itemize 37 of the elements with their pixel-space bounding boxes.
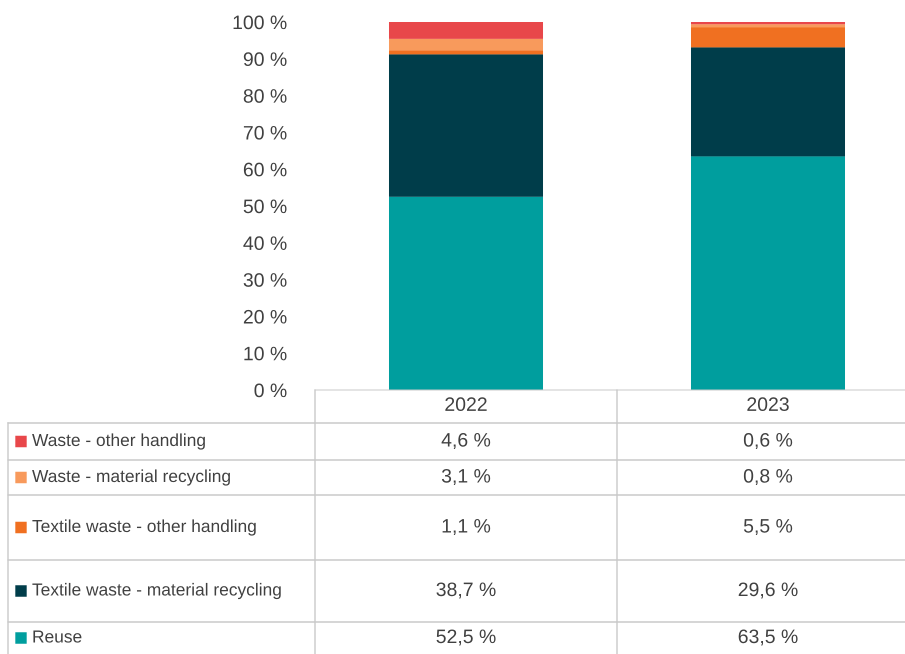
bar [690, 47, 846, 156]
data-label: 1,1 % [442, 519, 490, 536]
data-label: 4,6 % [442, 432, 490, 450]
legend-label: Textile waste - other handling [32, 519, 256, 536]
legend-label: Waste - other handling [32, 433, 205, 450]
y-tick-label: 70 % [244, 126, 287, 140]
y-tick-label: 100 % [234, 15, 287, 30]
legend-label: Waste - material recycling [32, 469, 230, 486]
data-label: 5,5 % [744, 519, 792, 536]
bar [388, 38, 544, 50]
y-tick-label: 40 % [243, 236, 287, 250]
data-label: 3,1 % [442, 468, 490, 486]
bar [388, 54, 544, 197]
bar [690, 27, 846, 48]
legend-label: Textile waste - material recycling [32, 582, 281, 600]
data-label: 52,5 % [436, 629, 496, 646]
y-tick-label: 0 % [254, 383, 287, 398]
y-tick-label: 80 % [244, 89, 287, 103]
bar [388, 196, 544, 390]
x-tick-label: 2023 [747, 397, 789, 412]
bar [388, 22, 544, 39]
y-tick-label: 60 % [244, 162, 287, 176]
y-tick-label: 10 % [244, 346, 287, 360]
data-label: 0,8 % [744, 468, 792, 486]
bar [388, 50, 544, 54]
legend-label: Reuse [33, 630, 82, 643]
data-label: 0,6 % [744, 432, 792, 450]
x-tick-label: 2022 [445, 397, 487, 412]
bar [690, 24, 846, 28]
data-label: 29,6 % [738, 582, 798, 599]
y-tick-label: 50 % [244, 199, 287, 214]
y-tick-label: 20 % [244, 310, 287, 324]
data-label: 38,7 % [436, 582, 496, 599]
y-tick-label: 90 % [244, 52, 287, 66]
data-label: 63,5 % [738, 629, 798, 646]
y-tick-label: 30 % [244, 273, 287, 287]
bar [690, 156, 846, 390]
